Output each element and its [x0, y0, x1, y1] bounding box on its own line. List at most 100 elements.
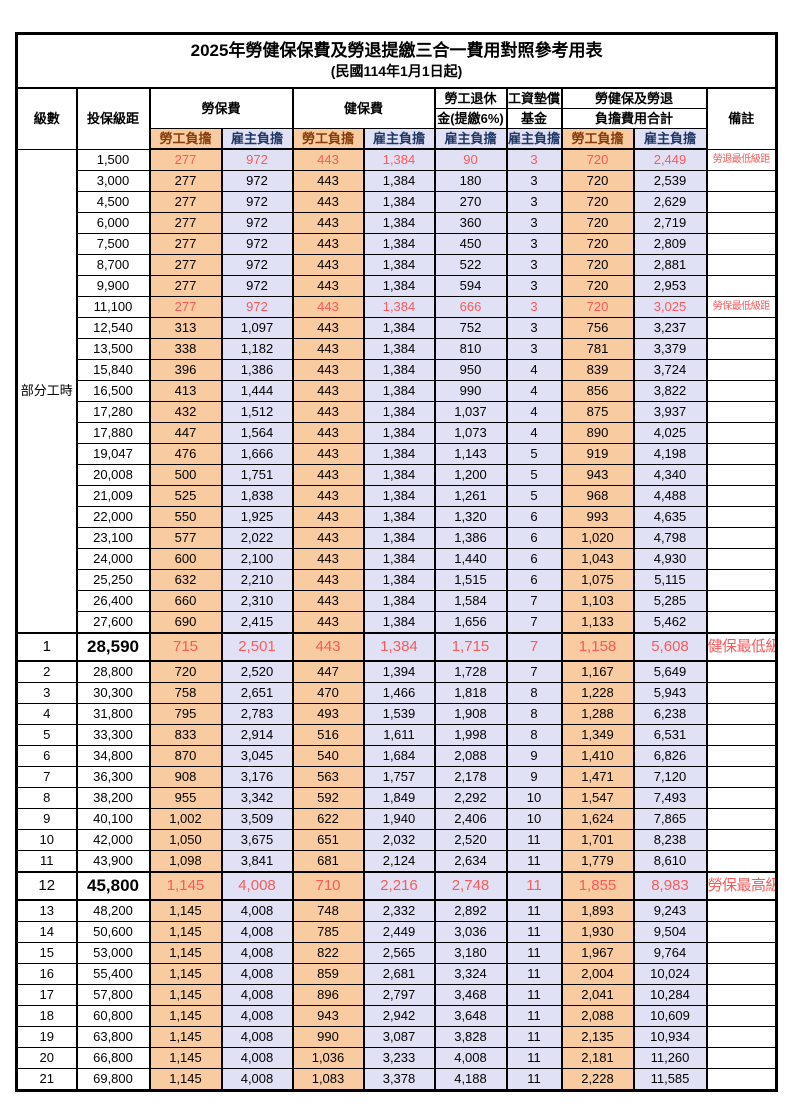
cell-health-employee: 896: [291, 984, 365, 1006]
cell-salary-bracket: 7,500: [75, 233, 151, 255]
cell-total-employee: 2,228: [560, 1068, 635, 1091]
cell-remark: [705, 850, 778, 873]
cell-wage-fund-employer: 9: [505, 745, 563, 767]
cell-labor-employer: 972: [220, 254, 294, 276]
cell-labor-employer: 4,008: [220, 1026, 294, 1048]
cell-health-employer: 1,849: [362, 787, 436, 809]
cell-salary-bracket: 9,900: [75, 275, 151, 297]
cell-remark: [705, 464, 778, 486]
cell-health-employer: 1,384: [362, 380, 436, 402]
cell-total-employer: 4,340: [632, 464, 708, 486]
cell-labor-employee: 277: [148, 296, 223, 318]
cell-remark: [705, 359, 778, 381]
cell-wage-fund-employer: 11: [505, 942, 563, 964]
cell-pension-employer: 1,261: [433, 485, 508, 507]
cell-total-employer: 10,934: [632, 1026, 708, 1048]
cell-labor-employer: 1,386: [220, 359, 294, 381]
cell-remark: [705, 569, 778, 591]
table-row: 20 66,800 1,145 4,008 1,036 3,233 4,008 11 2,181…: [15, 1047, 778, 1069]
cell-remark: [705, 703, 778, 725]
cell-health-employer: 3,233: [362, 1047, 436, 1069]
cell-level: 5: [15, 724, 78, 746]
table-row: 8 38,200 955 3,342 592 1,849 2,292 10 1,547 7,493: [15, 787, 778, 809]
cell-labor-employee: 660: [148, 590, 223, 612]
cell-wage-fund-employer: 3: [505, 148, 563, 171]
cell-salary-bracket: 6,000: [75, 212, 151, 234]
cell-health-employee: 443: [291, 611, 365, 634]
cell-health-employee: 443: [291, 548, 365, 570]
cell-remark: [705, 963, 778, 985]
cell-total-employee: 720: [560, 254, 635, 276]
cell-salary-bracket: 26,400: [75, 590, 151, 612]
cell-wage-fund-employer: 10: [505, 808, 563, 830]
cell-level: 7: [15, 766, 78, 788]
table-row: 5 33,300 833 2,914 516 1,611 1,998 8 1,349 6,531: [15, 724, 778, 746]
cell-pension-employer: 2,178: [433, 766, 508, 788]
cell-pension-employer: 990: [433, 380, 508, 402]
cell-health-employer: 1,940: [362, 808, 436, 830]
cell-total-employee: 1,410: [560, 745, 635, 767]
cell-labor-employer: 4,008: [220, 921, 294, 943]
table-row: 13,500 338 1,182 443 1,384 810 3 781 3,379: [17, 338, 778, 360]
cell-salary-bracket: 23,100: [75, 527, 151, 549]
cell-health-employee: 990: [291, 1026, 365, 1048]
table-row: 15,840 396 1,386 443 1,384 950 4 839 3,724: [17, 359, 778, 381]
cell-total-employer: 10,609: [632, 1005, 708, 1027]
cell-pension-employer: 810: [433, 338, 508, 360]
page: 2025年勞健保保費及勞退提繳三合一費用對照參考用表 (民國114年1月1日起)…: [15, 32, 779, 1092]
cell-remark: [705, 921, 778, 943]
cell-health-employer: 1,384: [362, 422, 436, 444]
cell-total-employer: 3,025: [632, 296, 708, 318]
cell-salary-bracket: 38,200: [75, 787, 151, 809]
cell-labor-employer: 4,008: [220, 871, 294, 901]
col-header-labor-insurance: 勞保費: [148, 87, 294, 129]
cell-total-employer: 2,539: [632, 170, 708, 192]
cell-health-employer: 1,384: [362, 611, 436, 634]
cell-labor-employer: 1,925: [220, 506, 294, 528]
cell-health-employee: 943: [291, 1005, 365, 1027]
cell-total-employer: 2,719: [632, 212, 708, 234]
table-row: 27,600 690 2,415 443 1,384 1,656 7 1,133 5,462: [17, 611, 778, 634]
cell-level: 12: [15, 871, 78, 901]
cell-health-employer: 1,384: [362, 443, 436, 465]
cell-total-employer: 2,809: [632, 233, 708, 255]
table-header: 2025年勞健保保費及勞退提繳三合一費用對照參考用表 (民國114年1月1日起)…: [15, 33, 778, 150]
cell-total-employer: 2,449: [632, 148, 708, 171]
cell-total-employer: 9,243: [632, 899, 708, 922]
cell-salary-bracket: 13,500: [75, 338, 151, 360]
cell-salary-bracket: 4,500: [75, 191, 151, 213]
cell-labor-employee: 500: [148, 464, 223, 486]
cell-health-employee: 748: [291, 899, 365, 922]
cell-labor-employee: 600: [148, 548, 223, 570]
cell-total-employer: 4,635: [632, 506, 708, 528]
cell-total-employee: 720: [560, 275, 635, 297]
cell-labor-employer: 4,008: [220, 899, 294, 922]
table-row: 23,100 577 2,022 443 1,384 1,386 6 1,020 4,798: [17, 527, 778, 549]
cell-remark: [705, 548, 778, 570]
cell-labor-employee: 955: [148, 787, 223, 809]
cell-total-employee: 1,779: [560, 850, 635, 873]
cell-pension-employer: 1,998: [433, 724, 508, 746]
cell-labor-employee: 550: [148, 506, 223, 528]
cell-total-employee: 756: [560, 317, 635, 339]
cell-pension-employer: 1,515: [433, 569, 508, 591]
cell-wage-fund-employer: 5: [505, 485, 563, 507]
cell-health-employer: 1,684: [362, 745, 436, 767]
cell-pension-employer: 1,728: [433, 660, 508, 683]
cell-labor-employer: 1,182: [220, 338, 294, 360]
cell-wage-fund-employer: 6: [505, 569, 563, 591]
cell-remark: [705, 611, 778, 634]
cell-wage-fund-employer: 3: [505, 170, 563, 192]
table-row: 7,500 277 972 443 1,384 450 3 720 2,809: [17, 233, 778, 255]
cell-wage-fund-employer: 4: [505, 380, 563, 402]
subheader-total-employer: 雇主負擔: [632, 128, 708, 150]
cell-labor-employee: 277: [148, 254, 223, 276]
cell-level: 21: [15, 1068, 78, 1091]
cell-level: 4: [15, 703, 78, 725]
cell-wage-fund-employer: 3: [505, 254, 563, 276]
cell-pension-employer: 2,892: [433, 899, 508, 922]
cell-total-employee: 1,288: [560, 703, 635, 725]
cell-total-employer: 6,826: [632, 745, 708, 767]
cell-remark: [705, 724, 778, 746]
cell-health-employee: 516: [291, 724, 365, 746]
